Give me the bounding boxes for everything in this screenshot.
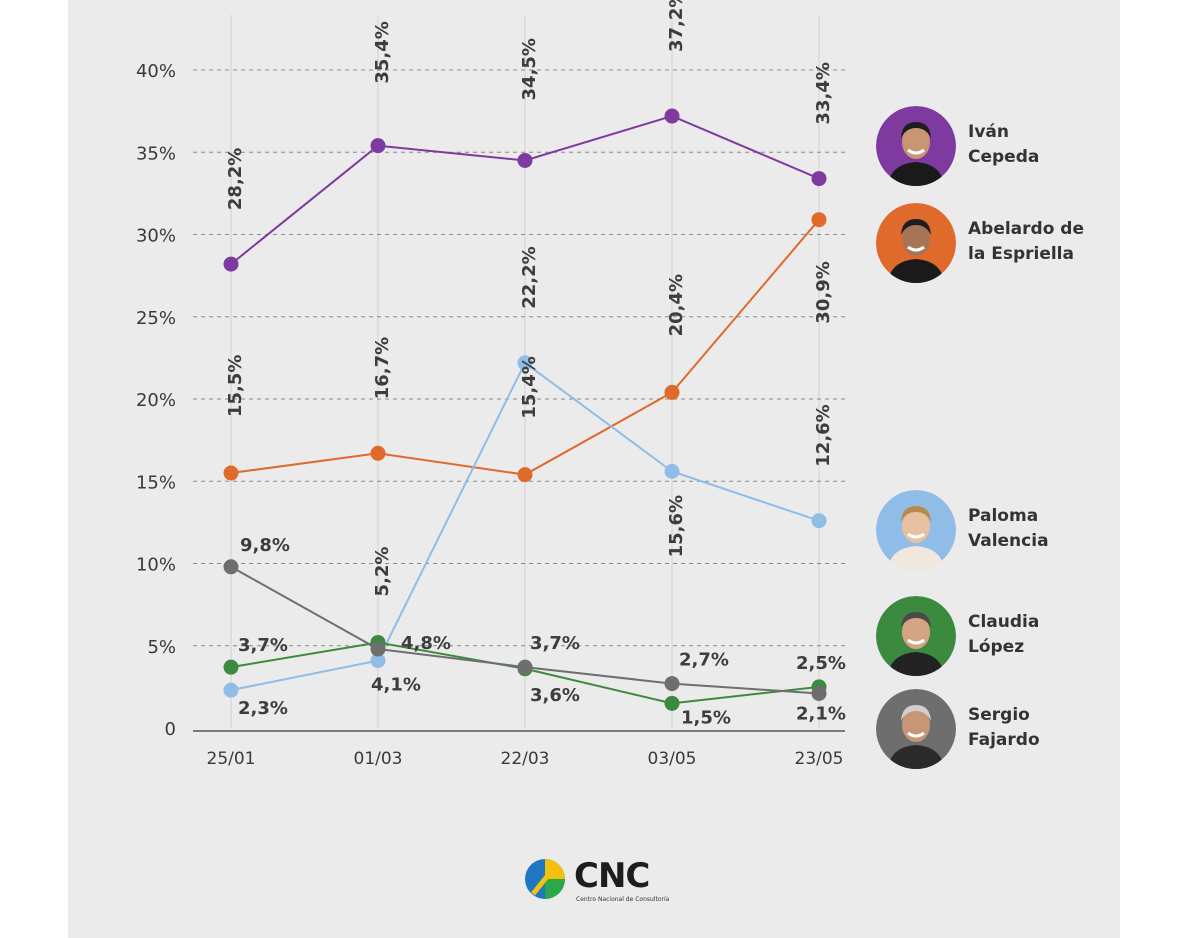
data-point [370, 641, 386, 657]
data-point [664, 695, 680, 711]
data-point [223, 256, 239, 272]
candidate-photo-icon [876, 596, 956, 676]
data-point [223, 559, 239, 575]
legend-name-line1: Iván [968, 122, 1009, 142]
data-point [370, 138, 386, 154]
data-point [370, 445, 386, 461]
x-tick-label: 22/03 [501, 749, 550, 769]
data-label: 4,1% [371, 675, 421, 696]
data-point [811, 513, 827, 529]
x-tick-label: 25/01 [207, 749, 256, 769]
legend-name-line2: López [968, 637, 1025, 657]
data-label: 4,8% [401, 633, 451, 654]
data-point [664, 676, 680, 692]
data-label: 34,5% [519, 38, 540, 100]
legend-item-lopez: Claudia López [876, 596, 1176, 676]
y-tick-label: 0 [165, 719, 176, 740]
data-label: 9,8% [240, 535, 290, 556]
data-point [517, 152, 533, 168]
cnc-emblem-icon [525, 859, 565, 899]
cnc-logo: CNC Centro Nacional de Consultoría [524, 854, 674, 914]
logo-text: CNC [574, 856, 650, 896]
data-point [664, 384, 680, 400]
logo-subtitle: Centro Nacional de Consultoría [576, 896, 670, 903]
data-label: 12,6% [813, 404, 834, 466]
legend-name-line2: Cepeda [968, 147, 1040, 167]
candidate-photo-icon [876, 689, 956, 769]
data-label: 22,2% [519, 246, 540, 308]
data-label: 15,5% [225, 355, 246, 417]
data-point [664, 463, 680, 479]
legend-item-espriella: Abelardo de la Espriella [876, 203, 1176, 283]
legend-name-line1: Sergio [968, 705, 1030, 725]
data-point [811, 685, 827, 701]
y-tick-label: 35% [136, 143, 176, 164]
data-point [517, 659, 533, 675]
data-point [664, 108, 680, 124]
legend-name: Iván Cepeda [968, 120, 1128, 170]
data-label: 15,6% [666, 495, 687, 557]
legend-name-line2: Fajardo [968, 730, 1040, 750]
x-tick-label: 01/03 [354, 749, 403, 769]
data-label: 5,2% [372, 547, 393, 597]
portrait-icon [876, 596, 956, 676]
data-point [517, 467, 533, 483]
x-tick-label: 23/05 [795, 749, 844, 769]
y-tick-label: 10% [136, 555, 176, 576]
data-label: 2,7% [679, 650, 729, 671]
data-label: 1,5% [681, 707, 731, 728]
x-tick-label: 03/05 [648, 749, 697, 769]
legend-item-fajardo: Sergio Fajardo [876, 689, 1176, 769]
y-tick-label: 30% [136, 226, 176, 247]
legend-name: Sergio Fajardo [968, 703, 1128, 753]
data-label: 33,4% [813, 62, 834, 124]
y-tick-label: 25% [136, 308, 176, 329]
data-point [811, 212, 827, 228]
data-label: 20,4% [666, 274, 687, 336]
data-point [811, 171, 827, 187]
portrait-icon [876, 203, 956, 283]
legend-name-line2: la Espriella [968, 244, 1074, 264]
data-label: 3,7% [238, 635, 288, 656]
data-label: 28,2% [225, 148, 246, 210]
legend-name-line1: Paloma [968, 506, 1039, 526]
data-label: 3,7% [530, 633, 580, 654]
y-tick-label: 20% [136, 390, 176, 411]
legend-name-line2: Valencia [968, 531, 1049, 551]
y-tick-label: 15% [136, 472, 176, 493]
data-point [223, 465, 239, 481]
candidate-photo-icon [876, 203, 956, 283]
data-label: 2,5% [796, 653, 846, 674]
candidate-photo-icon [876, 490, 956, 570]
portrait-icon [876, 689, 956, 769]
data-point [370, 653, 386, 669]
candidate-photo-icon [876, 106, 956, 186]
data-point [223, 659, 239, 675]
data-point [517, 355, 533, 371]
portrait-icon [876, 490, 956, 570]
data-label: 15,4% [519, 356, 540, 418]
legend-item-valencia: Paloma Valencia [876, 490, 1176, 570]
legend-item-cepeda: Iván Cepeda [876, 106, 1176, 186]
data-label: 3,6% [530, 685, 580, 706]
legend-name: Claudia López [968, 610, 1128, 660]
data-point [223, 682, 239, 698]
y-tick-label: 40% [136, 61, 176, 82]
data-label: 2,1% [796, 703, 846, 724]
legend-name-line1: Claudia [968, 612, 1040, 632]
portrait-icon [876, 106, 956, 186]
y-tick-label: 5% [147, 637, 176, 658]
data-label: 30,9% [813, 261, 834, 323]
legend-name-line1: Abelardo de [968, 219, 1085, 239]
data-label: 16,7% [372, 337, 393, 399]
data-label: 2,3% [238, 698, 288, 719]
data-label: 37,2% [666, 0, 687, 52]
legend-name: Paloma Valencia [968, 504, 1128, 554]
data-label: 35,4% [372, 21, 393, 83]
legend-name: Abelardo de la Espriella [968, 217, 1128, 267]
